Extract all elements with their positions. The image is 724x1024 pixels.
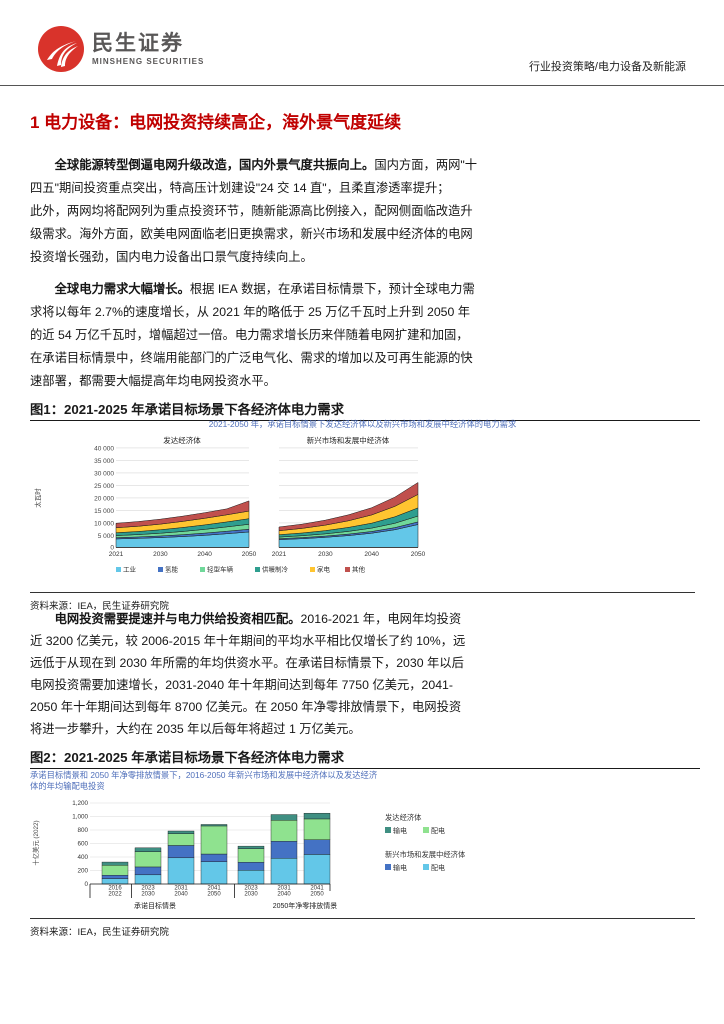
svg-text:2040: 2040 (174, 892, 188, 898)
svg-text:400: 400 (77, 854, 88, 861)
svg-text:2050: 2050 (207, 892, 221, 898)
svg-text:2030: 2030 (318, 551, 333, 558)
svg-text:15 000: 15 000 (94, 508, 114, 515)
svg-text:800: 800 (77, 827, 88, 834)
svg-text:1,000: 1,000 (72, 814, 88, 821)
svg-text:200: 200 (77, 868, 88, 875)
svg-text:35 000: 35 000 (94, 458, 114, 465)
svg-text:2021: 2021 (109, 551, 124, 558)
svg-text:30 000: 30 000 (94, 470, 114, 477)
svg-text:轻型车辆: 轻型车辆 (207, 565, 234, 574)
svg-text:600: 600 (77, 841, 88, 848)
svg-text:工业: 工业 (123, 565, 137, 574)
svg-text:新兴市场和发展中经济体: 新兴市场和发展中经济体 (307, 435, 390, 445)
svg-text:40 000: 40 000 (94, 445, 114, 452)
svg-text:其他: 其他 (352, 565, 366, 574)
svg-text:太瓦时: 太瓦时 (33, 488, 42, 508)
svg-text:2050: 2050 (411, 551, 426, 558)
svg-text:2050: 2050 (242, 551, 257, 558)
svg-text:2050: 2050 (310, 892, 324, 898)
svg-text:氢能: 氢能 (165, 565, 179, 574)
svg-text:2030: 2030 (153, 551, 168, 558)
svg-text:0: 0 (84, 881, 88, 888)
svg-text:2030: 2030 (244, 892, 258, 898)
svg-text:2040: 2040 (364, 551, 379, 558)
svg-text:2040: 2040 (277, 892, 291, 898)
svg-text:十亿美元 (2022): 十亿美元 (2022) (31, 820, 40, 865)
svg-text:2040: 2040 (197, 551, 212, 558)
svg-text:10 000: 10 000 (94, 520, 114, 527)
svg-text:家电: 家电 (317, 565, 331, 574)
svg-text:2022: 2022 (108, 892, 122, 898)
svg-text:25 000: 25 000 (94, 483, 114, 490)
svg-text:发达经济体: 发达经济体 (163, 435, 201, 445)
svg-text:2021: 2021 (272, 551, 287, 558)
svg-text:1,200: 1,200 (72, 800, 88, 807)
svg-text:2030: 2030 (141, 892, 155, 898)
svg-text:5 000: 5 000 (98, 533, 115, 540)
svg-text:供暖制冷: 供暖制冷 (262, 565, 289, 574)
svg-text:20 000: 20 000 (94, 495, 114, 502)
